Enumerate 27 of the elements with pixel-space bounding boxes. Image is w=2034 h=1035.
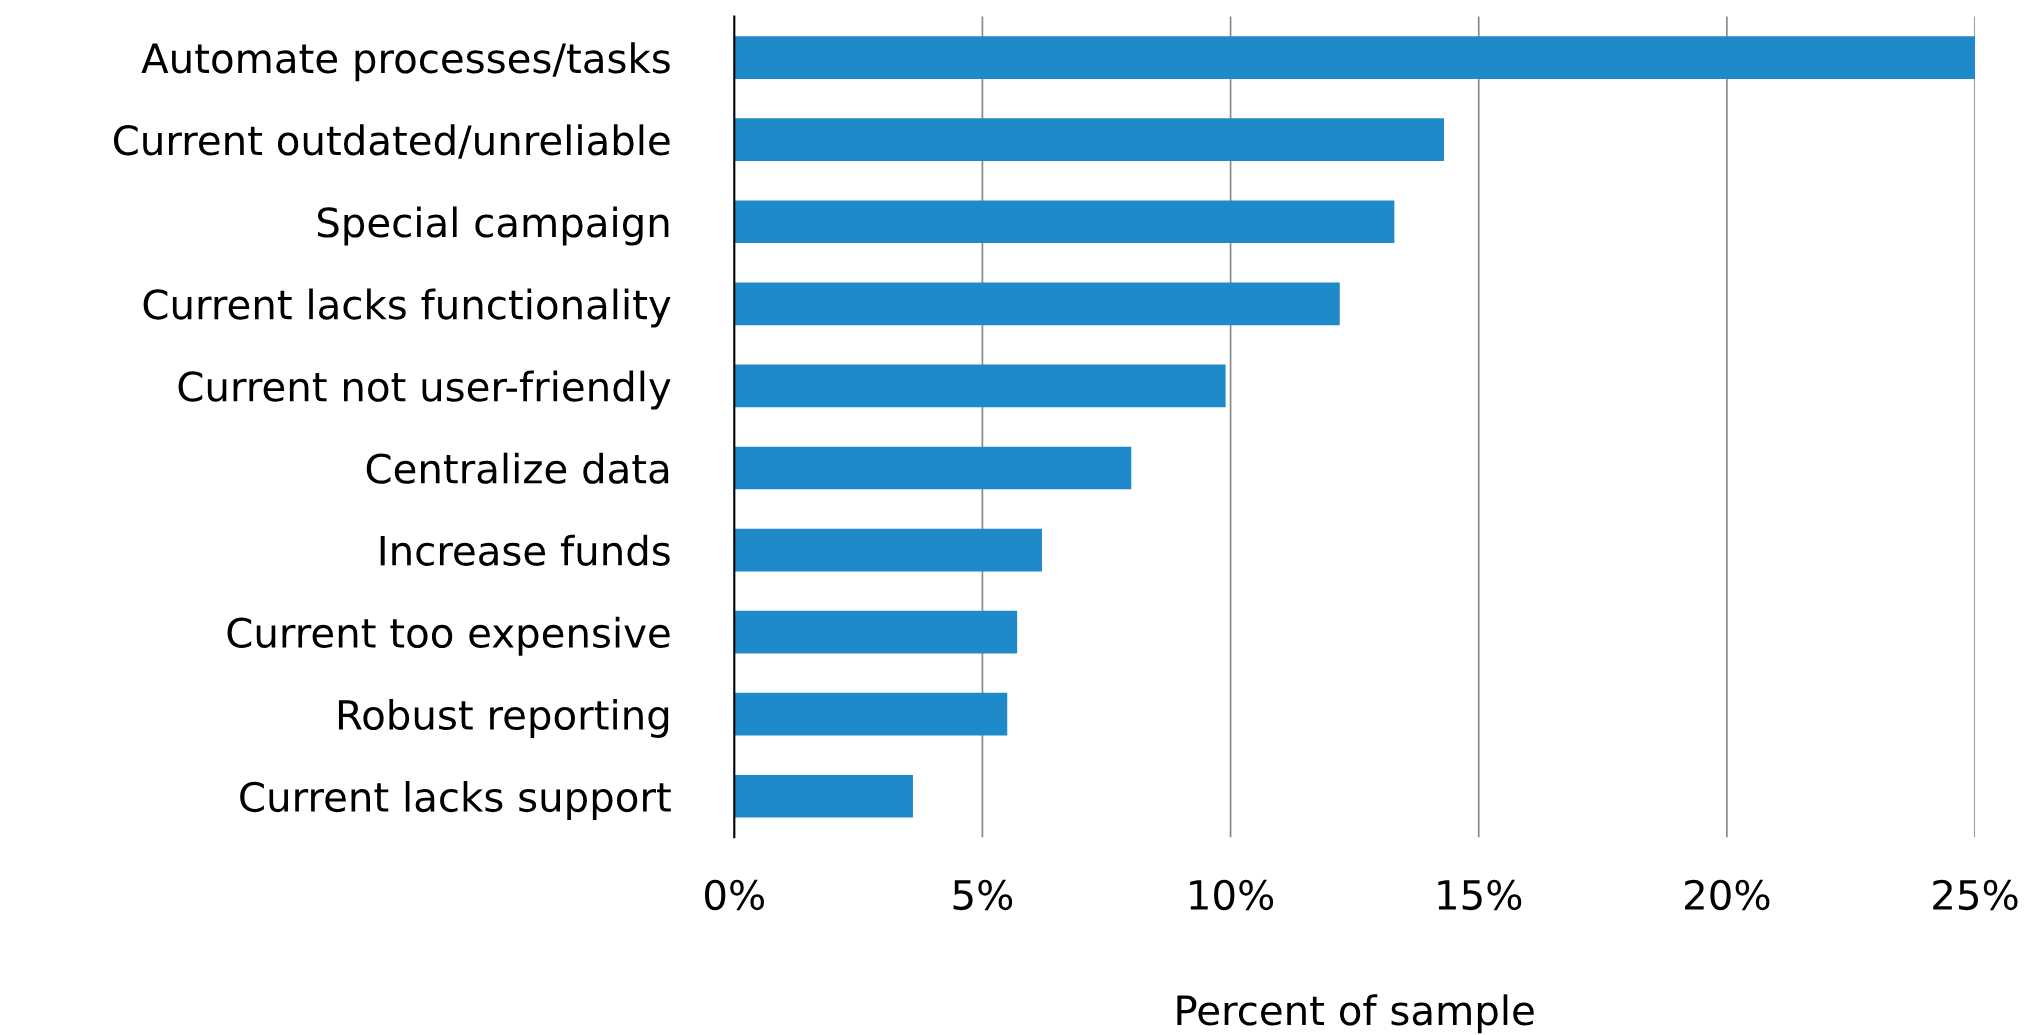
bar [734,200,1395,244]
x-tick-label: 5% [953,879,1013,911]
bar [734,282,1340,326]
bar [734,610,1018,654]
y-tick-label: Current outdated/unreliable [113,124,670,159]
y-tick-label: Current lacks support [240,780,671,820]
x-tick-label: 10% [1190,879,1274,911]
x-tick-label: 25% [1933,879,2018,911]
y-tick-label: Current too expensive [227,616,670,656]
y-tick-label: Special campaign [317,206,669,246]
x-tick-label: 15% [1438,879,1522,911]
x-tick-label: 0% [704,879,764,911]
bar [734,118,1444,162]
bar [734,774,913,818]
y-tick-label: Current not user-friendly [178,370,671,410]
bar [734,36,1976,79]
bar [734,528,1042,572]
y-tick-label: Automate processes/tasks [141,42,670,82]
y-tick-label: Robust reporting [338,698,669,738]
x-axis-title: Percent of sample [1177,994,1534,1034]
bar [734,364,1226,408]
bar [734,692,1008,736]
y-tick-label: Centralize data [366,452,669,484]
x-tick-label: 20% [1685,879,1770,911]
y-tick-label: Increase funds [380,534,670,566]
bar [734,446,1132,490]
y-tick-label: Current lacks functionality [143,288,671,328]
